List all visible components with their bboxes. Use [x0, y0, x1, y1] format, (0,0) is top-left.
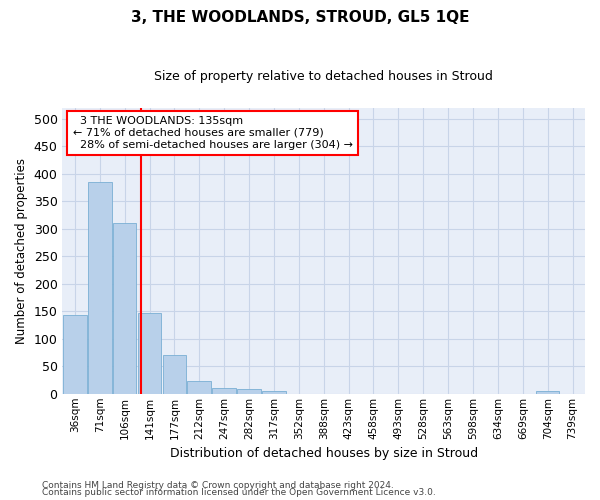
Y-axis label: Number of detached properties: Number of detached properties	[15, 158, 28, 344]
Bar	[237, 389, 261, 394]
Bar	[536, 391, 559, 394]
Bar	[137, 313, 161, 394]
Text: Contains public sector information licensed under the Open Government Licence v3: Contains public sector information licen…	[42, 488, 436, 497]
Bar	[212, 388, 236, 394]
Bar	[187, 381, 211, 394]
Text: 3 THE WOODLANDS: 135sqm
← 71% of detached houses are smaller (779)
  28% of semi: 3 THE WOODLANDS: 135sqm ← 71% of detache…	[73, 116, 353, 150]
X-axis label: Distribution of detached houses by size in Stroud: Distribution of detached houses by size …	[170, 447, 478, 460]
Text: Contains HM Land Registry data © Crown copyright and database right 2024.: Contains HM Land Registry data © Crown c…	[42, 480, 394, 490]
Bar	[262, 391, 286, 394]
Bar	[63, 315, 86, 394]
Bar	[163, 356, 186, 394]
Text: 3, THE WOODLANDS, STROUD, GL5 1QE: 3, THE WOODLANDS, STROUD, GL5 1QE	[131, 10, 469, 25]
Bar	[113, 224, 136, 394]
Title: Size of property relative to detached houses in Stroud: Size of property relative to detached ho…	[154, 70, 493, 83]
Bar	[88, 182, 112, 394]
